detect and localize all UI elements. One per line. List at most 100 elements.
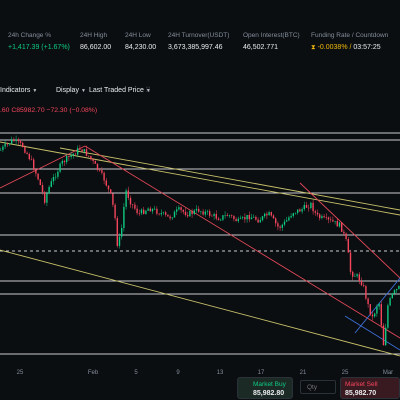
- candle-body: [211, 215, 213, 217]
- candle-body: [72, 153, 74, 156]
- blue-trendline: [344, 315, 400, 351]
- candle-body: [250, 217, 253, 220]
- candle-body: [4, 143, 6, 147]
- candle-body: [46, 193, 48, 203]
- candle-body: [30, 159, 33, 160]
- market-sell-button[interactable]: Market Sell 85,982.70: [340, 377, 400, 399]
- market-buy-button[interactable]: Market Buy 85,982.80: [237, 377, 293, 399]
- candle-body: [198, 208, 200, 212]
- candle-body: [132, 204, 134, 206]
- market-buy-label: Market Buy: [253, 381, 286, 388]
- candle-body: [327, 217, 330, 220]
- candle-body: [140, 209, 143, 214]
- candle-body: [63, 160, 66, 163]
- stat-value: 84,230.00: [125, 44, 157, 51]
- candle-body: [33, 159, 35, 170]
- candle-body: [209, 211, 211, 216]
- candle-body: [13, 139, 15, 142]
- candle-body: [176, 209, 178, 212]
- x-tick-label: 13: [216, 370, 224, 376]
- red-trendline: [84, 145, 400, 339]
- candle-body: [369, 304, 371, 315]
- candle-body: [52, 177, 55, 182]
- candle-body: [310, 202, 312, 208]
- stat-value: +1,417.39 (+1.67%): [8, 44, 70, 51]
- candle-body: [66, 156, 68, 163]
- candle-body: [257, 219, 259, 223]
- candle-body: [226, 215, 228, 217]
- candle-body: [118, 236, 121, 246]
- candle-body: [8, 143, 11, 145]
- yellow-trendline: [0, 141, 400, 216]
- caret-down-icon: ▼: [80, 88, 86, 94]
- candle-body: [248, 214, 250, 220]
- candle-body: [204, 211, 206, 215]
- price-chart[interactable]: [0, 118, 400, 370]
- stat-24h-high: 24H High 86,602.00: [80, 31, 111, 53]
- candle-body: [19, 141, 22, 143]
- candle-body: [299, 209, 301, 212]
- candle-body: [347, 239, 349, 253]
- candle-body: [158, 213, 160, 215]
- candle-body: [349, 252, 352, 272]
- display-menu[interactable]: Display ▼: [56, 87, 86, 94]
- candle-body: [90, 155, 92, 160]
- candle-body: [138, 213, 140, 214]
- market-buy-price: 85,982.80: [253, 390, 285, 397]
- candle-body: [305, 204, 308, 208]
- candle-body: [297, 209, 299, 213]
- hourglass-icon: ⧗: [311, 44, 316, 51]
- yellow-trendline: [0, 249, 400, 357]
- candle-body: [266, 213, 268, 216]
- candle-body: [389, 298, 391, 306]
- candle-body: [365, 286, 367, 299]
- candle-body: [259, 220, 261, 223]
- price-source-menu[interactable]: Last Traded Price ▼: [89, 87, 151, 94]
- candle-body: [393, 290, 396, 294]
- funding-countdown: 03:57:25: [353, 44, 381, 51]
- qty-input[interactable]: [300, 380, 336, 394]
- stat-label: 24h Change %: [8, 32, 52, 39]
- candlestick-type-icon[interactable]: ⫶⫶: [146, 87, 151, 94]
- candle-body: [41, 185, 44, 193]
- candle-body: [363, 285, 365, 287]
- candle-body: [70, 155, 72, 157]
- candle-body: [184, 211, 187, 216]
- candle-body: [222, 215, 224, 220]
- candle-body: [147, 208, 149, 211]
- red-trendline: [299, 182, 400, 279]
- stat-value: 86,602.00: [80, 44, 112, 51]
- candle-body: [220, 219, 222, 221]
- candle-body: [343, 231, 345, 234]
- candle-body: [44, 192, 46, 203]
- x-tick-label: Mar: [382, 370, 394, 376]
- candle-body: [129, 197, 132, 205]
- stat-24h-turnover: 24H Turnover(USDT) 3,673,385,997.46: [168, 31, 229, 53]
- candle-body: [121, 227, 123, 237]
- indicators-menu[interactable]: Indicators ▼: [0, 87, 37, 94]
- candle-body: [123, 206, 125, 228]
- candle-body: [334, 221, 336, 222]
- candle-body: [0, 149, 2, 151]
- candle-body: [79, 148, 81, 150]
- candle-body: [233, 215, 235, 220]
- candle-body: [261, 216, 264, 221]
- candle-body: [277, 223, 279, 227]
- price-source-label: Last Traded Price: [89, 87, 144, 94]
- candle-body: [83, 149, 85, 152]
- candle-body: [380, 304, 382, 326]
- candle-body: [272, 215, 275, 219]
- candle-body: [22, 142, 24, 148]
- stat-label: 24H Low: [125, 32, 151, 39]
- candle-body: [154, 208, 156, 210]
- candle-body: [2, 146, 4, 150]
- stat-label: 24H Turnover(USDT): [168, 32, 230, 39]
- candle-body: [217, 218, 220, 221]
- x-tick-label: 21: [299, 370, 307, 376]
- candle-body: [376, 306, 378, 314]
- candle-body: [169, 216, 171, 219]
- stat-funding-rate: Funding Rate / Countdown ⧗ -0.0038% / 03:…: [311, 31, 388, 53]
- candle-body: [367, 298, 369, 305]
- candlesticks: [0, 135, 400, 346]
- candle-body: [94, 160, 96, 164]
